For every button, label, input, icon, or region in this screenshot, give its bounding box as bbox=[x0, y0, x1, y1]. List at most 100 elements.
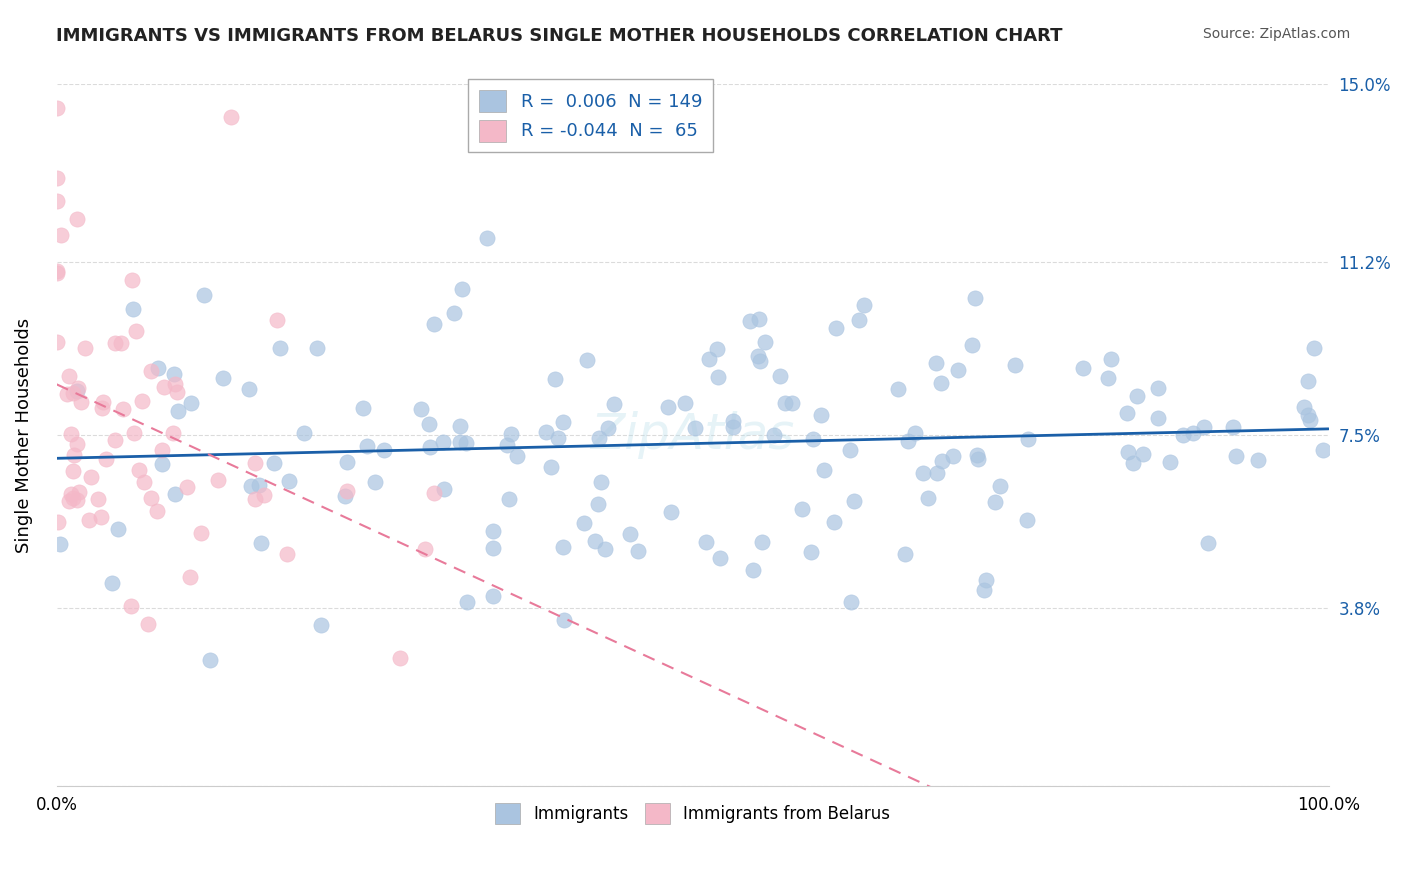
Point bbox=[101, 576, 124, 591]
Point bbox=[66, 384, 89, 398]
Point bbox=[131, 394, 153, 409]
Point bbox=[45, 101, 67, 115]
Point bbox=[66, 211, 89, 226]
Point bbox=[973, 582, 995, 597]
Point bbox=[598, 421, 620, 435]
Point bbox=[128, 462, 150, 476]
Point bbox=[449, 418, 471, 433]
Point bbox=[153, 380, 176, 394]
Point bbox=[1116, 444, 1139, 458]
Text: Source: ZipAtlas.com: Source: ZipAtlas.com bbox=[1202, 27, 1350, 41]
Point bbox=[433, 482, 456, 496]
Point bbox=[125, 324, 148, 338]
Point bbox=[929, 376, 952, 391]
Point bbox=[976, 574, 998, 588]
Point bbox=[62, 386, 84, 401]
Point bbox=[212, 371, 235, 385]
Point bbox=[738, 313, 761, 327]
Point bbox=[62, 464, 84, 478]
Point bbox=[245, 491, 267, 506]
Point bbox=[782, 395, 804, 409]
Point bbox=[139, 491, 162, 506]
Point bbox=[309, 617, 332, 632]
Point bbox=[198, 653, 221, 667]
Point bbox=[333, 489, 356, 503]
Point bbox=[583, 533, 606, 548]
Point bbox=[496, 438, 519, 452]
Point bbox=[695, 535, 717, 549]
Point bbox=[1147, 410, 1170, 425]
Point bbox=[547, 431, 569, 445]
Point bbox=[240, 479, 263, 493]
Point bbox=[844, 494, 866, 508]
Legend: Immigrants, Immigrants from Belarus: Immigrants, Immigrants from Belarus bbox=[485, 793, 900, 833]
Point bbox=[839, 443, 862, 458]
Point bbox=[897, 434, 920, 449]
Point bbox=[657, 400, 679, 414]
Point bbox=[966, 448, 988, 462]
Point bbox=[810, 408, 832, 422]
Point bbox=[904, 425, 927, 440]
Point bbox=[46, 266, 69, 280]
Point bbox=[207, 473, 229, 487]
Point bbox=[593, 542, 616, 557]
Point bbox=[1181, 426, 1204, 441]
Point bbox=[1015, 513, 1038, 527]
Point bbox=[498, 492, 520, 507]
Point bbox=[544, 372, 567, 386]
Point bbox=[960, 337, 983, 351]
Point bbox=[790, 502, 813, 516]
Point bbox=[482, 524, 505, 539]
Point bbox=[305, 341, 328, 355]
Point bbox=[576, 353, 599, 368]
Point bbox=[603, 397, 626, 411]
Point bbox=[742, 563, 765, 577]
Point bbox=[841, 595, 863, 609]
Point bbox=[423, 317, 446, 331]
Point bbox=[534, 425, 557, 439]
Point bbox=[747, 349, 769, 363]
Point bbox=[163, 377, 186, 392]
Point bbox=[1071, 360, 1094, 375]
Point bbox=[418, 417, 440, 431]
Point bbox=[121, 273, 143, 287]
Point bbox=[45, 264, 67, 278]
Point bbox=[984, 495, 1007, 509]
Point bbox=[1312, 442, 1334, 457]
Point bbox=[1222, 420, 1244, 434]
Point bbox=[266, 313, 288, 327]
Point bbox=[253, 488, 276, 502]
Point bbox=[1116, 406, 1139, 420]
Point bbox=[449, 434, 471, 449]
Point bbox=[45, 194, 67, 209]
Point bbox=[813, 463, 835, 477]
Point bbox=[77, 513, 100, 527]
Point bbox=[1192, 420, 1215, 434]
Point bbox=[506, 449, 529, 463]
Point bbox=[336, 454, 359, 468]
Point bbox=[801, 432, 824, 446]
Point bbox=[627, 544, 650, 558]
Point bbox=[451, 282, 474, 296]
Point bbox=[112, 402, 135, 417]
Point bbox=[946, 363, 969, 377]
Point bbox=[176, 479, 198, 493]
Y-axis label: Single Mother Households: Single Mother Households bbox=[15, 318, 32, 553]
Point bbox=[352, 401, 374, 416]
Point bbox=[1017, 432, 1039, 446]
Point bbox=[591, 475, 613, 489]
Point bbox=[967, 451, 990, 466]
Point bbox=[917, 491, 939, 506]
Point bbox=[925, 356, 948, 370]
Point bbox=[586, 497, 609, 511]
Point bbox=[193, 288, 215, 302]
Point bbox=[419, 441, 441, 455]
Point bbox=[62, 491, 84, 505]
Point bbox=[574, 516, 596, 530]
Point bbox=[138, 617, 160, 632]
Point bbox=[481, 541, 503, 556]
Point bbox=[673, 396, 696, 410]
Point bbox=[413, 542, 436, 557]
Point bbox=[86, 492, 108, 507]
Point bbox=[45, 334, 67, 349]
